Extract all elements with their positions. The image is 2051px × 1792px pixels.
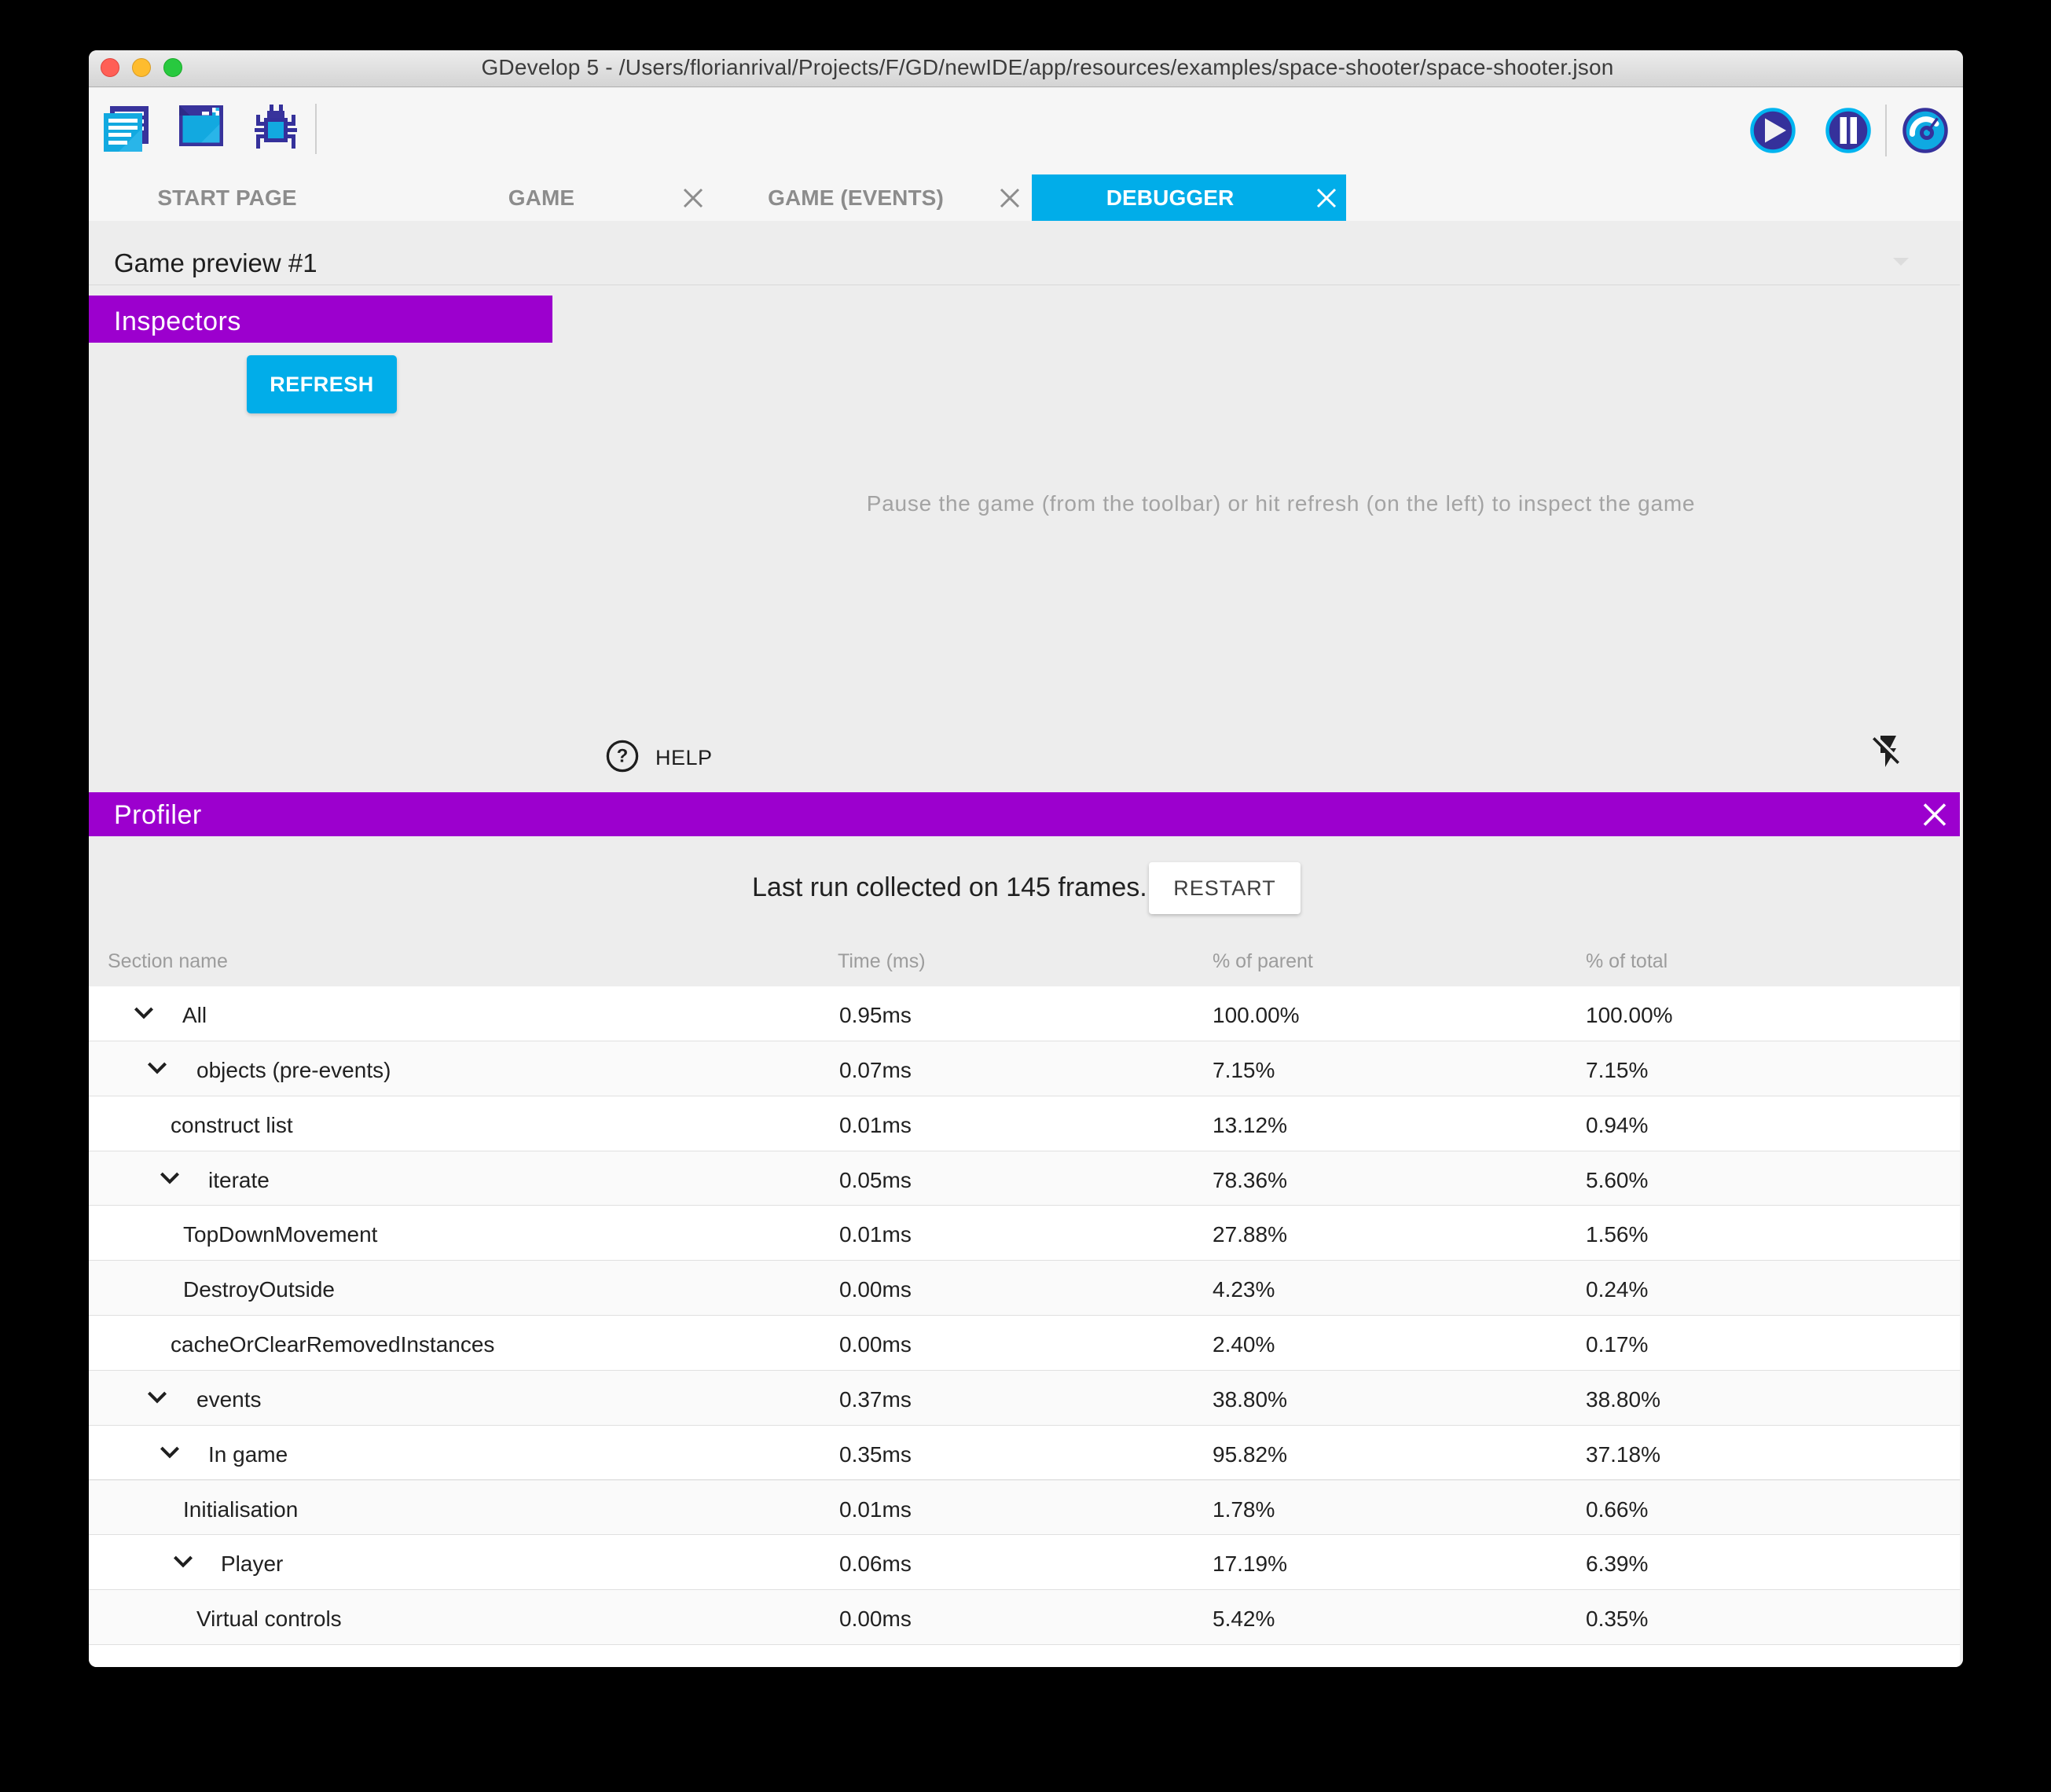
svg-text:?: ? — [617, 746, 629, 767]
